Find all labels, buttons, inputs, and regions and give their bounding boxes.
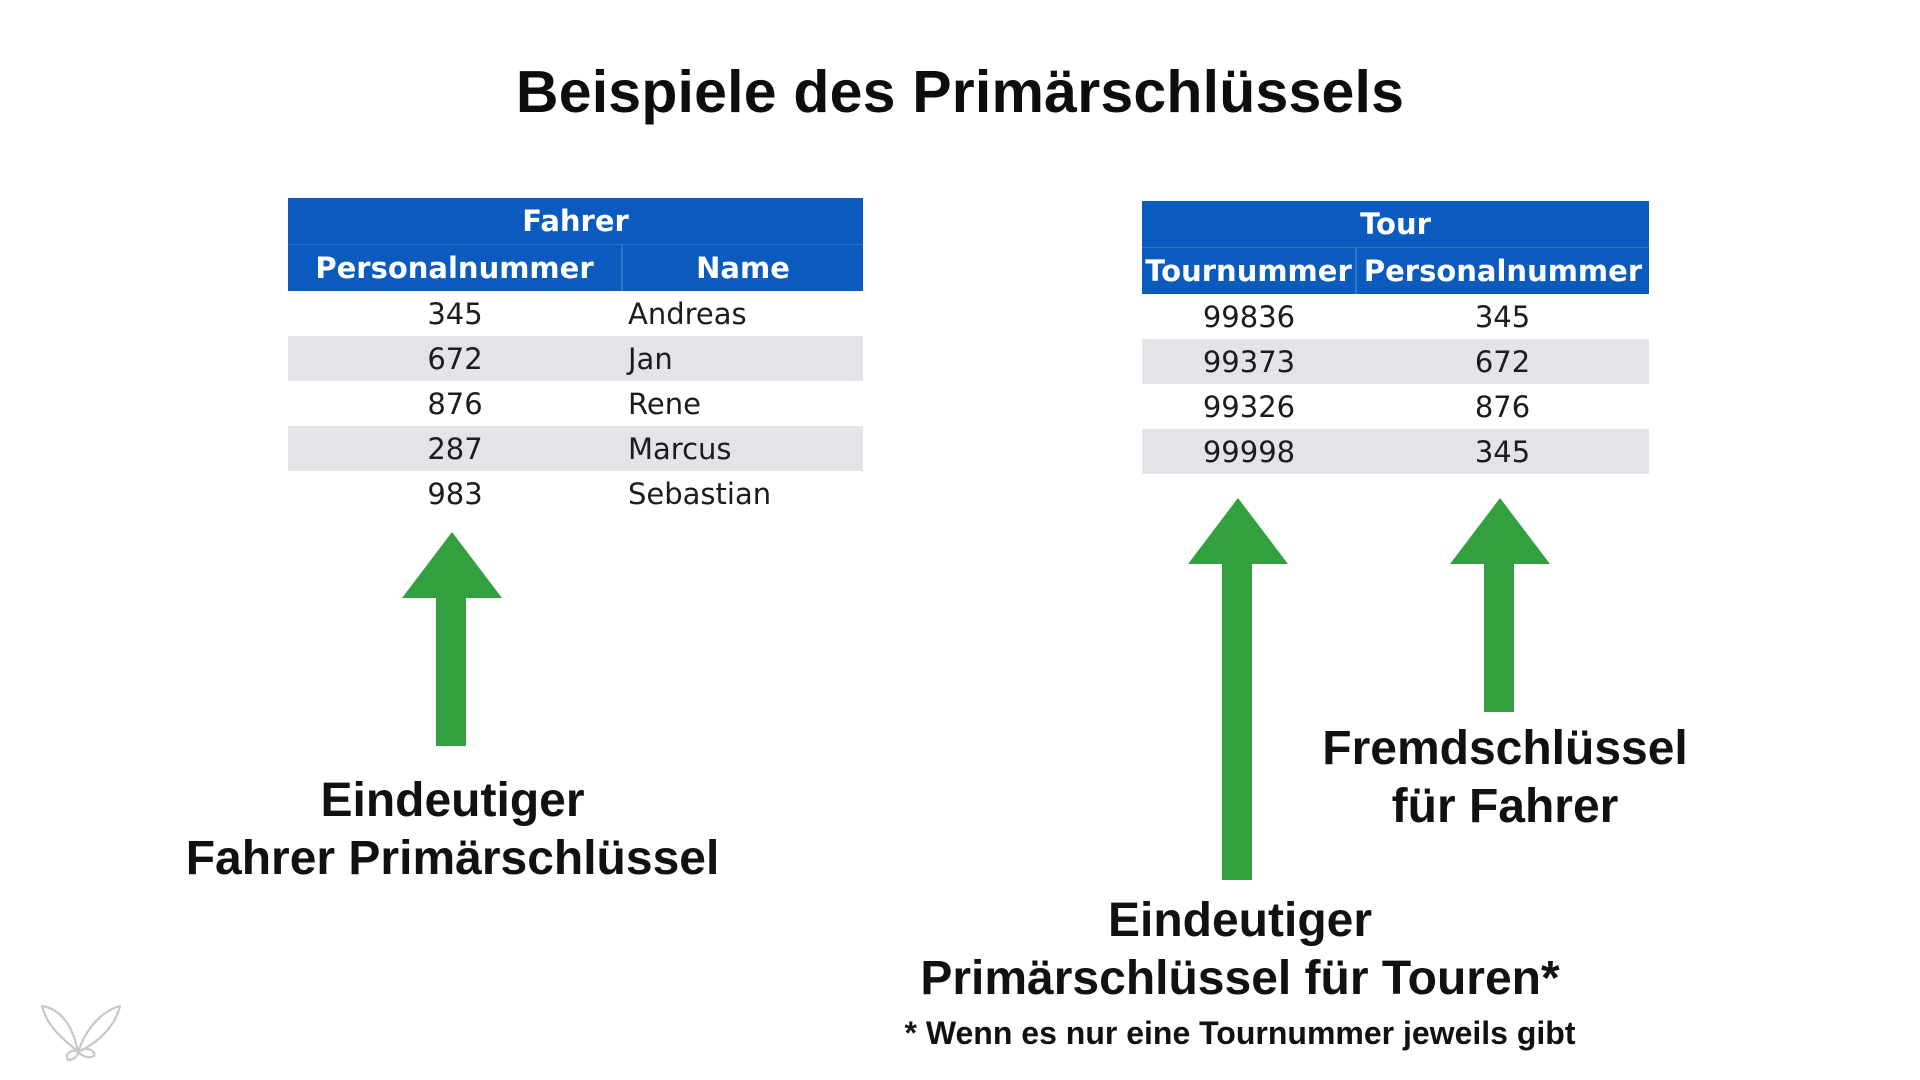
fahrer-cell-personalnummer: 287 bbox=[288, 426, 622, 471]
fahrer-cell-name: Andreas bbox=[628, 296, 747, 331]
fahrer-cell-personalnummer: 345 bbox=[427, 296, 483, 331]
arrow-up-icon bbox=[402, 532, 502, 746]
table-row: 99326 876 bbox=[1142, 384, 1649, 429]
tour-header-personalnummer: Personalnummer bbox=[1355, 247, 1649, 294]
table-row: 99373 672 bbox=[1142, 339, 1649, 384]
butterfly-logo-icon bbox=[40, 1004, 122, 1062]
fahrer-cell-name: Marcus bbox=[622, 426, 864, 471]
tour-table: Tour Tournummer Personalnummer 99836 345… bbox=[1142, 201, 1649, 474]
tour-cell-tournummer: 99998 bbox=[1142, 429, 1356, 474]
tour-cell-personalnummer: 672 bbox=[1356, 339, 1649, 384]
label-line: Primärschlüssel für Touren* bbox=[920, 951, 1560, 1005]
table-row: 287 Marcus bbox=[288, 426, 864, 471]
tour-cell-personalnummer: 345 bbox=[1356, 429, 1649, 474]
fahrer-cell-name: Jan bbox=[622, 336, 864, 381]
tour-cell-tournummer: 99326 bbox=[1202, 389, 1296, 424]
fahrer-cell-personalnummer: 983 bbox=[427, 476, 483, 511]
table-row: 345 Andreas bbox=[288, 291, 863, 336]
label-line: Fremdschlüssel bbox=[1322, 722, 1688, 775]
table-row: 672 Jan bbox=[288, 336, 864, 381]
footnote: * Wenn es nur eine Tournummer jeweils gi… bbox=[904, 1015, 1576, 1051]
label-line: Eindeutiger bbox=[320, 774, 585, 827]
fahrer-cell-personalnummer: 672 bbox=[288, 336, 622, 381]
table-row: 983 Sebastian bbox=[288, 471, 863, 516]
tour-cell-tournummer: 99836 bbox=[1202, 299, 1296, 334]
fahrer-cell-name: Sebastian bbox=[628, 476, 772, 511]
foreign-key-label: Fremdschlüssel für Fahrer bbox=[1290, 720, 1720, 835]
tour-primary-key-label: Eindeutiger Primärschlüssel für Touren* bbox=[760, 892, 1720, 1007]
table-row: 876 Rene bbox=[288, 381, 863, 426]
arrow-up-icon bbox=[1188, 498, 1288, 880]
label-line: Eindeutiger bbox=[1107, 894, 1373, 947]
table-row: 99836 345 bbox=[1142, 294, 1649, 339]
tour-header-tournummer: Tournummer bbox=[1142, 247, 1356, 294]
tour-cell-tournummer: 99373 bbox=[1142, 339, 1356, 384]
tour-cell-personalnummer: 876 bbox=[1474, 389, 1531, 424]
fahrer-table-caption: Fahrer bbox=[288, 198, 864, 245]
fahrer-primary-key-label: Eindeutiger Fahrer Primärschlüssel bbox=[90, 772, 815, 887]
arrow-up-icon bbox=[1450, 498, 1550, 712]
fahrer-cell-name: Rene bbox=[628, 386, 701, 421]
tour-cell-personalnummer: 345 bbox=[1474, 299, 1531, 334]
fahrer-table: Fahrer Personalnummer Name 345 Andreas 6… bbox=[288, 198, 864, 516]
page-title: Beispiele des Primärschlüssels bbox=[515, 59, 1405, 125]
label-line: Fahrer Primärschlüssel bbox=[185, 831, 720, 885]
table-row: 99998 345 bbox=[1142, 429, 1649, 474]
tour-table-caption: Tour bbox=[1142, 201, 1649, 248]
fahrer-cell-personalnummer: 876 bbox=[427, 386, 483, 421]
label-line: für Fahrer bbox=[1391, 779, 1619, 833]
fahrer-header-personalnummer: Personalnummer bbox=[288, 244, 622, 291]
fahrer-header-name: Name bbox=[620, 244, 864, 291]
